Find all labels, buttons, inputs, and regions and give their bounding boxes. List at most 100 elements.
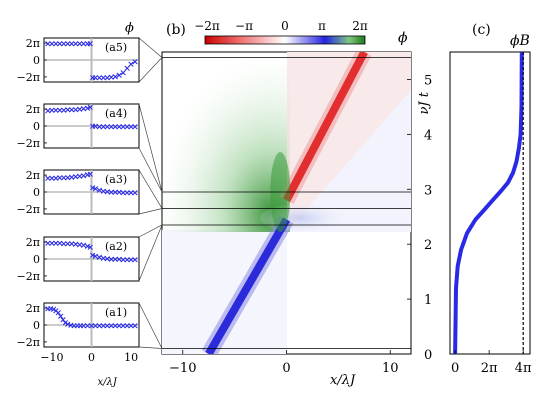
panel-a4: ××××××××××××××××××××××××2π0−2π(a4) [17, 103, 140, 150]
phase-curve [453, 52, 524, 354]
data-point: × [127, 189, 135, 199]
data-point: × [77, 322, 85, 332]
ytick-label: 2π [26, 37, 40, 50]
ytick-label: 0 [33, 54, 40, 67]
colorbar-label: ϕ [398, 30, 408, 46]
connector-line [138, 346, 163, 349]
ytick-label: 2 [424, 238, 432, 253]
data-point: × [111, 72, 119, 82]
connector-line [138, 302, 163, 349]
xtick-label: 2π [481, 361, 498, 376]
data-point: × [48, 239, 56, 249]
data-point: × [115, 322, 123, 332]
data-point: × [64, 173, 72, 183]
data-point: × [44, 174, 52, 184]
xtick-label: −10 [40, 351, 63, 364]
data-point: × [64, 239, 72, 249]
data-point: × [92, 252, 100, 262]
ytick-label: 2π [26, 169, 40, 182]
data-point: × [123, 188, 131, 198]
data-point: × [108, 188, 116, 198]
heatmap-ylabel: νJ t [417, 91, 432, 114]
data-point: × [104, 123, 112, 133]
data-point: × [52, 174, 60, 184]
data-point: × [57, 312, 65, 322]
panel-a5-ylabel: ϕ [125, 21, 134, 36]
data-point: × [80, 105, 88, 115]
data-point: × [44, 305, 52, 315]
data-point: × [56, 239, 64, 249]
data-point: × [84, 40, 92, 50]
xtick-label: 10 [124, 351, 138, 364]
snapshot-connectors [138, 37, 163, 349]
data-point: × [108, 255, 116, 265]
data-point: × [87, 170, 95, 180]
data-point: × [48, 106, 56, 116]
panel-a1-label: (a1) [105, 306, 127, 319]
data-point: × [47, 305, 55, 315]
ytick-label: 2π [26, 103, 40, 116]
data-point: × [84, 322, 92, 332]
data-point: × [72, 40, 80, 50]
panel-c-title: ϕB [510, 33, 530, 49]
data-point: × [68, 106, 76, 116]
ytick-label: −2π [17, 270, 40, 283]
panel-c: (c) ϕB 0 2π 4π [449, 22, 532, 376]
data-point: × [100, 122, 108, 132]
data-point: × [89, 251, 97, 261]
data-point: × [44, 106, 52, 116]
data-point: × [131, 57, 139, 67]
data-point: × [96, 73, 104, 83]
connector-line [138, 224, 163, 238]
connector-line [138, 169, 163, 209]
data-point: × [50, 305, 58, 315]
panel-c-label: (c) [472, 22, 491, 38]
xtick-label: 4π [515, 361, 532, 376]
ytick-label: 0 [424, 348, 432, 363]
ytick-label: 1 [424, 293, 432, 308]
connector-line [138, 147, 163, 193]
data-point: × [59, 316, 67, 326]
connector-line [138, 103, 163, 193]
data-point: × [52, 40, 60, 50]
data-point: × [64, 40, 72, 50]
colorbar-tick-label: 0 [281, 19, 289, 33]
data-point: × [127, 60, 135, 70]
data-point: × [131, 123, 139, 133]
data-point: × [52, 239, 60, 249]
data-point: × [100, 73, 108, 83]
ytick-label: −2π [17, 203, 40, 216]
data-point: × [100, 322, 108, 332]
data-point: × [52, 106, 60, 116]
heatmap-red-tint [287, 52, 411, 232]
ytick-label: 3 [424, 183, 432, 198]
data-point: × [92, 185, 100, 195]
connector-line [138, 208, 163, 215]
ytick-label: 0 [33, 253, 40, 266]
ytick-label: 4 [424, 128, 432, 143]
data-point: × [131, 322, 139, 332]
data-point: × [123, 123, 131, 133]
xtick-label: 0 [88, 351, 95, 364]
data-point: × [87, 40, 95, 50]
panel-a3: ××××××××××××××××××××××××2π0−2π(a3) [17, 169, 140, 216]
ytick-label: 2π [26, 236, 40, 249]
colorbar: −2π −π 0 π 2π ϕ [194, 19, 408, 46]
data-point: × [56, 174, 64, 184]
panel-b: (b) −2π −π 0 π 2π ϕ −10 0 10 0 1 2 3 4 5 x/λJ νJ t [161, 19, 432, 388]
colorbar-tick-label: −2π [194, 19, 220, 33]
colorbar-tick-label: π [318, 19, 326, 33]
xtick-label: −10 [169, 361, 196, 376]
data-point: × [72, 173, 80, 183]
data-point: × [64, 106, 72, 116]
data-point: × [76, 172, 84, 182]
red-trajectory-band-core [282, 52, 368, 203]
data-point: × [80, 241, 88, 251]
data-point: × [127, 256, 135, 266]
data-point: × [119, 322, 127, 332]
data-point: × [80, 40, 88, 50]
colorbar-gradient [204, 35, 366, 45]
data-point: × [127, 123, 135, 133]
data-point: × [56, 106, 64, 116]
data-point: × [48, 174, 56, 184]
